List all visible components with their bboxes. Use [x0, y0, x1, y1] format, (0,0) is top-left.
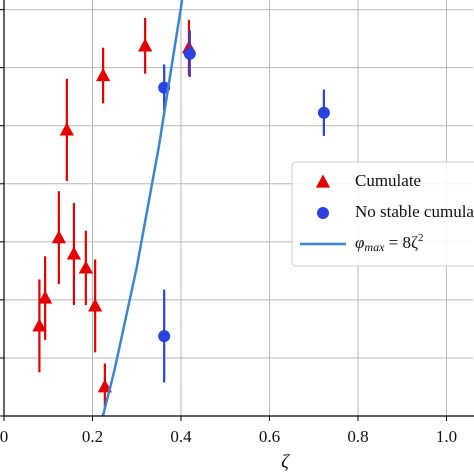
- legend-label: No stable cumulate: [355, 202, 474, 221]
- x-tick-label: 0: [0, 427, 8, 446]
- line: [101, 0, 184, 416]
- marker: [317, 106, 330, 119]
- legend-label-part: max: [364, 240, 385, 254]
- legend-label-part: = 8ζ: [384, 233, 418, 252]
- marker: [66, 246, 82, 260]
- legend-label-part: 2: [418, 232, 424, 244]
- marker: [78, 260, 93, 274]
- marker: [32, 318, 47, 332]
- marker: [95, 68, 111, 82]
- legend-frame: [291, 161, 474, 267]
- marker: [158, 330, 171, 343]
- marker: [51, 230, 66, 244]
- x-tick-label: 0.8: [347, 427, 368, 446]
- legend-marker: [317, 207, 329, 219]
- marker: [183, 47, 196, 60]
- x-tick-label: 1.0: [436, 427, 457, 446]
- x-tick-label: 0.4: [170, 427, 192, 446]
- marker: [88, 298, 103, 312]
- x-axis-label: ζ: [281, 451, 290, 472]
- legend-marker: [315, 174, 331, 188]
- legend-label: φmax = 8ζ2: [355, 232, 424, 254]
- plot-area: [32, 0, 330, 416]
- marker: [59, 122, 74, 136]
- legend-label: Cumulate: [355, 171, 421, 190]
- legend: Cumulate No stable cumulate φmax = 8ζ2: [291, 161, 474, 267]
- marker: [38, 290, 53, 304]
- x-tick-label: 0.6: [259, 427, 280, 446]
- legend-label-part: φ: [355, 233, 364, 252]
- x-tick-label: 0.2: [82, 427, 103, 446]
- marker: [138, 38, 153, 52]
